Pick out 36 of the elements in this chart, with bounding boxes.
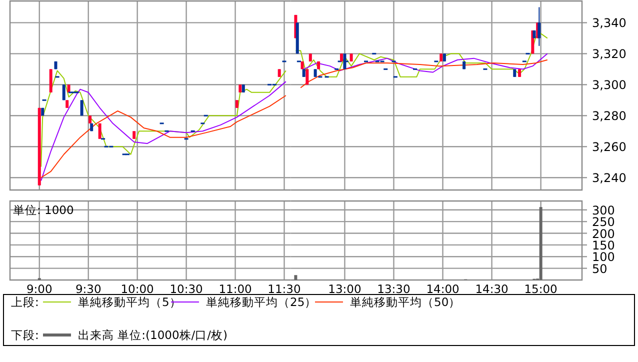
x-tick-label: 13:00 (328, 282, 362, 296)
y-tick-label: 3,280 (592, 109, 626, 124)
legend-title: 上段: (11, 295, 39, 309)
candlestick (98, 122, 102, 140)
y-tick-label: 3,320 (592, 47, 626, 62)
y-tick-label: 3,260 (592, 140, 626, 154)
y-tick-label: 200 (592, 226, 615, 241)
legend-label: 出来高 単位:(1000株/口/枚) (78, 328, 228, 342)
candlestick (62, 84, 66, 101)
legend-label: 単純移動平均（25） (206, 295, 317, 309)
bar (539, 207, 542, 280)
y-tick-label: 3,340 (592, 16, 626, 30)
y-tick-label: 150 (592, 238, 615, 252)
y-tick-label: 300 (592, 203, 615, 218)
y-tick-label: 100 (592, 250, 615, 264)
y-tick-label: 3,240 (592, 171, 626, 186)
x-tick-label: 10:30 (170, 282, 203, 296)
y-tick-label: 3,300 (592, 78, 626, 92)
y-tick-label: 50 (592, 262, 608, 276)
candlestick (49, 68, 52, 93)
x-tick-label: 10:00 (120, 282, 154, 296)
x-tick-label: 15:00 (524, 282, 558, 296)
x-tick-label: 13:30 (377, 282, 410, 296)
x-tick-label: 11:00 (218, 282, 252, 296)
y-tick-label: 250 (592, 215, 615, 230)
bar (294, 275, 298, 280)
annotation: 単位: 1000 (13, 203, 74, 217)
x-tick-label: 11:30 (268, 282, 301, 296)
candlestick (306, 68, 309, 86)
x-tick-label: 9:00 (26, 282, 52, 296)
x-tick-label: 14:30 (475, 282, 508, 296)
x-tick-label: 14:00 (426, 282, 460, 296)
candlestick (80, 100, 84, 116)
x-tick-label: 9:30 (75, 282, 102, 296)
legend-label: 単純移動平均（50） (350, 295, 461, 309)
legend-title: 下段: (11, 328, 39, 342)
